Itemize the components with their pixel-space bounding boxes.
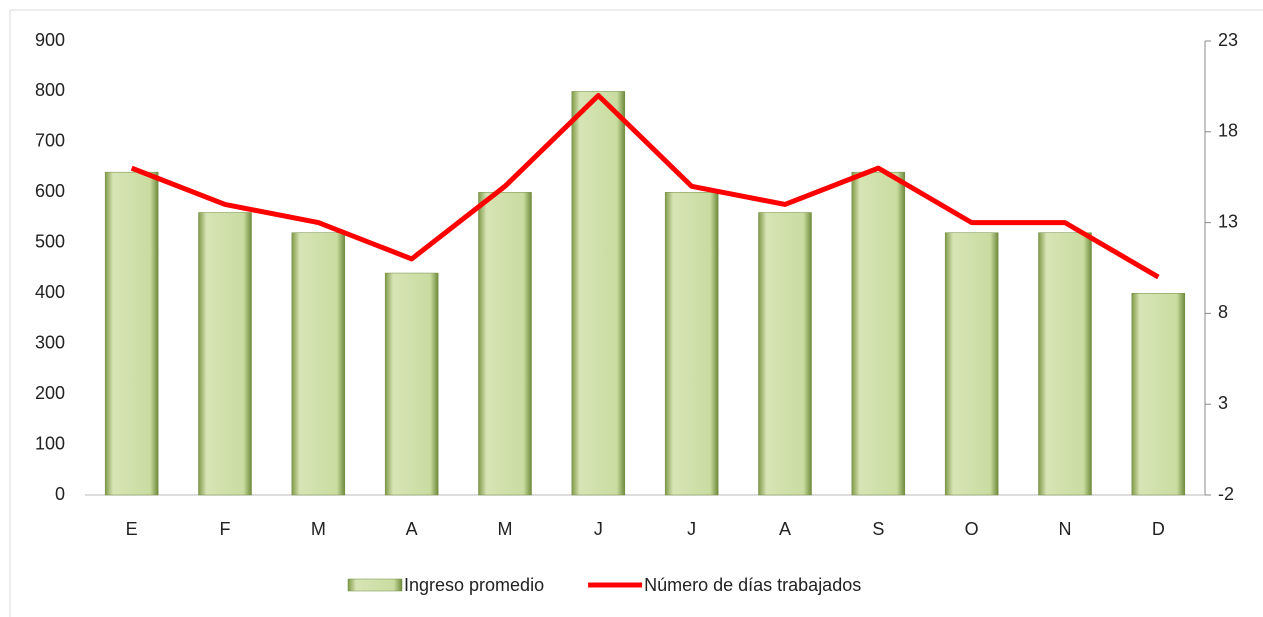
bar (384, 272, 439, 496)
bar (758, 212, 812, 496)
x-tick-label: D (1152, 519, 1165, 539)
x-tick-label: N (1059, 519, 1072, 539)
x-tick-label: A (779, 519, 791, 539)
y-tick-label: 500 (35, 232, 65, 252)
y-tick-label: 100 (35, 433, 65, 453)
y-tick-label: 300 (35, 332, 65, 352)
y2-tick-label: 8 (1218, 302, 1228, 322)
x-tick-label: E (126, 519, 138, 539)
bar (1038, 232, 1092, 496)
y-tick-label: 200 (35, 383, 65, 403)
line (130, 92, 1160, 280)
x-tick-label: F (220, 519, 231, 539)
bar (104, 171, 159, 496)
x-tick-label: M (311, 519, 326, 539)
bar (198, 212, 252, 496)
chart-frame (9, 9, 1263, 617)
x-tick-label: J (594, 519, 603, 539)
legend-label: Número de días trabajados (644, 575, 861, 595)
y2-tick-label: 23 (1218, 30, 1238, 50)
x-tick-label: M (498, 519, 513, 539)
bar (478, 192, 532, 496)
bar (571, 91, 626, 496)
y-tick-label: 0 (55, 484, 65, 504)
y-tick-label: 600 (35, 181, 65, 201)
y-tick-label: 400 (35, 282, 65, 302)
x-tick-label: J (687, 519, 696, 539)
bar (664, 192, 719, 496)
y2-tick-label: 13 (1218, 211, 1238, 231)
y-tick-label: 700 (35, 131, 65, 151)
x-tick-label: A (406, 519, 418, 539)
y2-tick-label: 18 (1218, 121, 1238, 141)
bar (851, 171, 906, 496)
x-tick-label: S (872, 519, 884, 539)
bar (291, 232, 346, 496)
bar (944, 232, 999, 496)
y-tick-label: 900 (35, 30, 65, 50)
bar (1131, 292, 1186, 496)
y-tick-label: 800 (35, 80, 65, 100)
y2-tick-label: -2 (1218, 484, 1234, 504)
x-tick-label: O (965, 519, 979, 539)
legend-label: Ingreso promedio (404, 575, 544, 595)
legend-swatch (347, 578, 403, 592)
y2-tick-label: 3 (1218, 393, 1228, 413)
